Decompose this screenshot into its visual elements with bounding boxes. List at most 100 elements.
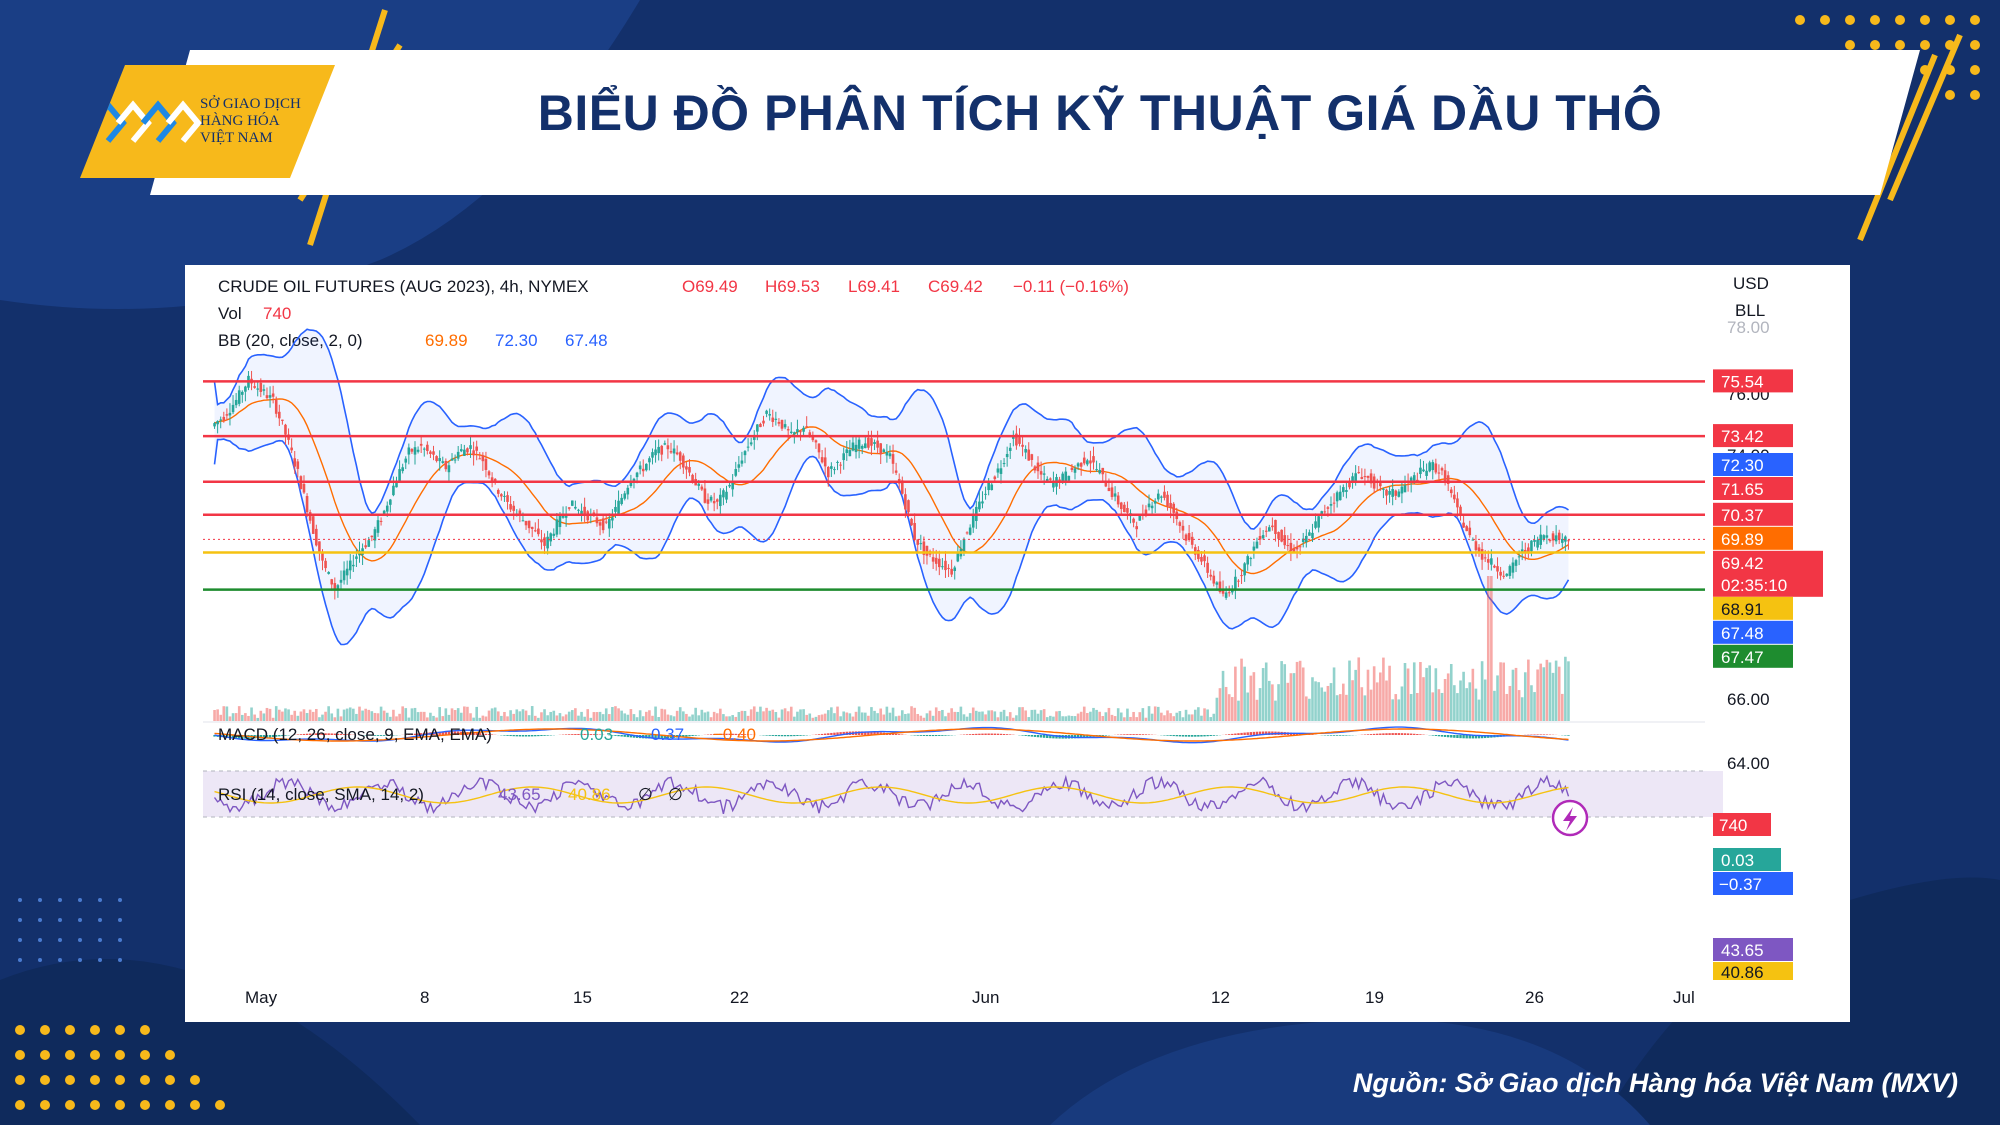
- volume-bar: [669, 715, 673, 721]
- macd-histogram-bar: [1243, 732, 1246, 735]
- volume-bar: [885, 706, 889, 721]
- candle-body: [422, 448, 426, 450]
- macd-histogram-bar: [833, 732, 836, 735]
- volume-bar: [971, 707, 975, 721]
- volume-bar: [256, 717, 260, 721]
- macd-histogram-bar: [864, 731, 867, 735]
- volume-bar: [678, 707, 682, 721]
- price-tag-label: 75.54: [1721, 372, 1764, 391]
- candle-body: [1144, 509, 1148, 515]
- macd-histogram-bar: [450, 731, 454, 735]
- ohlc-close: C69.42: [928, 277, 983, 296]
- volume-bar: [706, 711, 710, 721]
- horizontal-levels: [203, 380, 1705, 591]
- candle-body: [339, 579, 343, 583]
- candle-body: [1280, 529, 1283, 542]
- logo-container: [80, 65, 335, 178]
- candle-body: [1008, 447, 1012, 451]
- macd-histogram-bar: [1052, 735, 1055, 739]
- candle-body: [453, 459, 457, 461]
- macd-histogram-bar: [987, 733, 990, 735]
- macd-histogram-bar: [1483, 735, 1487, 739]
- volume-bar: [1258, 688, 1262, 721]
- macd-histogram-bar: [1385, 733, 1388, 735]
- volume-bar: [327, 706, 330, 721]
- candle-body: [549, 533, 553, 542]
- volume-bar: [1545, 659, 1549, 721]
- candle-body: [1002, 463, 1006, 465]
- volume-bar: [1533, 692, 1536, 721]
- candle-body: [373, 529, 377, 541]
- volume-bar: [355, 713, 358, 721]
- volume-bar: [447, 714, 451, 721]
- macd-histogram-bar: [972, 733, 975, 735]
- candle-body: [990, 484, 994, 491]
- macd-tag-bg: [1713, 872, 1793, 895]
- candle-body: [851, 442, 855, 451]
- macd-histogram-bar: [743, 734, 747, 735]
- candle-body: [1101, 467, 1105, 475]
- candle-body: [463, 449, 466, 456]
- volume-bar: [1560, 693, 1564, 721]
- volume-bar: [481, 715, 485, 721]
- volume-bar: [1049, 715, 1052, 721]
- volume-bar: [1554, 660, 1558, 721]
- macd-histogram-bar: [268, 735, 272, 738]
- macd-histogram-bar: [1268, 731, 1271, 735]
- volume-bar: [1024, 710, 1027, 721]
- rsi-extra-1: ∅: [638, 785, 653, 804]
- volume-bar: [339, 716, 343, 721]
- volume-bar: [401, 706, 404, 721]
- macd-histogram-bar: [1215, 735, 1219, 736]
- volume-bar: [1335, 695, 1339, 721]
- candle-body: [512, 505, 515, 511]
- macd-histogram-bar: [1055, 735, 1058, 739]
- macd-label: MACD (12, 26, close, 9, EMA, EMA): [218, 725, 492, 744]
- candle-body: [1079, 462, 1083, 467]
- volume-bar: [392, 709, 395, 721]
- volume-bar: [546, 715, 549, 721]
- bb-lower: 67.48: [565, 331, 608, 350]
- candle-body: [271, 393, 275, 397]
- candle-body: [389, 499, 392, 505]
- volume-bar: [947, 712, 950, 721]
- candle-body: [1545, 535, 1549, 538]
- volume-bar: [1240, 658, 1243, 721]
- volume-bar: [1490, 576, 1493, 721]
- macd-histogram-bar: [1079, 735, 1083, 738]
- x-tick: 19: [1365, 988, 1384, 1007]
- candle-body: [1045, 478, 1049, 482]
- volume-bar: [805, 714, 808, 721]
- macd-histogram-bar: [546, 735, 549, 736]
- volume-bar: [561, 716, 565, 721]
- candle-body: [1042, 473, 1046, 475]
- volume-bar: [897, 715, 901, 721]
- volume-bar: [1428, 665, 1431, 721]
- volume-bar: [379, 706, 383, 721]
- candle-body: [416, 449, 420, 452]
- candle-body: [256, 388, 260, 390]
- candle-body: [1061, 473, 1064, 482]
- alert-lightning-icon[interactable]: [1551, 799, 1589, 837]
- candle-body: [1505, 573, 1509, 576]
- macd-histogram-bar: [768, 735, 771, 736]
- volume-bar: [996, 717, 1000, 721]
- candle-body: [870, 438, 873, 446]
- rsi-tag: 43.65: [1721, 941, 1764, 960]
- candle-body: [1150, 505, 1154, 509]
- macd-histogram-bar: [1456, 735, 1459, 738]
- macd-histogram-bar: [568, 734, 571, 735]
- macd-histogram-bar: [379, 735, 383, 736]
- macd-histogram-bar: [386, 735, 389, 736]
- candle-body: [324, 560, 327, 569]
- macd-histogram-bar: [1076, 735, 1080, 739]
- candle-body: [509, 504, 512, 510]
- candle-body: [1190, 536, 1194, 545]
- volume-bar: [1126, 708, 1129, 721]
- candles: [213, 370, 1570, 600]
- macd-histogram-bar: [1086, 735, 1089, 738]
- candle-body: [1138, 516, 1142, 521]
- ohlc-low: L69.41: [848, 277, 900, 296]
- volume-bar: [1021, 707, 1024, 721]
- bollinger-bands: [213, 328, 1570, 646]
